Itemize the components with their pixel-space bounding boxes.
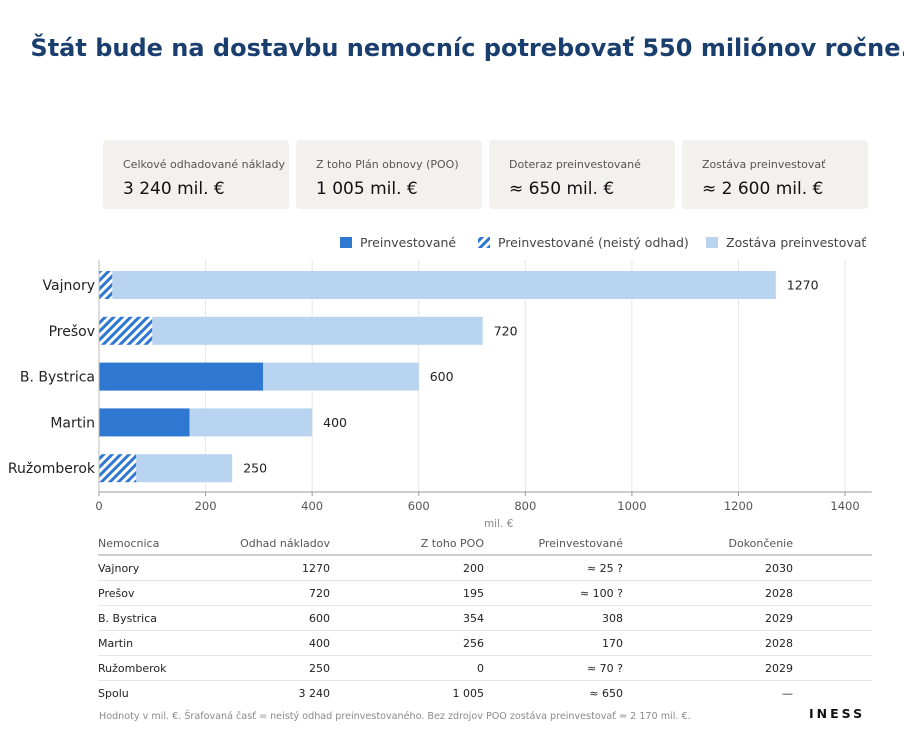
table-cell: 354	[330, 605, 484, 631]
table-cell: Spolu	[98, 680, 198, 705]
table-cell: 308	[484, 605, 623, 631]
bar-remaining	[189, 408, 313, 437]
x-tick-label: 400	[301, 499, 323, 513]
x-tick-label: 1000	[617, 499, 646, 513]
kpi-label: Z toho Plán obnovy (POO)	[316, 158, 459, 171]
table-cell: Vajnory	[98, 555, 198, 581]
kpi-value: ≈ 2 600 mil. €	[702, 179, 824, 199]
legend-swatch	[478, 237, 490, 248]
bar-remaining	[136, 454, 233, 483]
bar-invested-uncertain	[99, 454, 137, 483]
bar-invested	[99, 362, 264, 391]
hospital-table: Nemocnica Odhad nákladov Z toho POO Prei…	[98, 532, 872, 705]
value-label: 250	[243, 461, 267, 476]
category-label: Prešov	[49, 324, 95, 340]
category-label: Ružomberok	[8, 461, 96, 477]
bar-invested	[99, 408, 190, 437]
legend-label: Preinvestované (neistý odhad)	[498, 235, 689, 250]
bar-remaining	[263, 362, 419, 391]
x-axis-label: mil. €	[484, 518, 513, 530]
table-cell: 170	[484, 630, 623, 656]
iness-logo: INESS	[809, 706, 866, 721]
value-label: 1270	[787, 278, 819, 293]
table-cell: 720	[198, 580, 330, 606]
kpi-label: Doteraz preinvestované	[509, 158, 641, 171]
column-header: Preinvestované	[484, 532, 623, 556]
x-tick-label: 600	[408, 499, 430, 513]
bar-remaining	[112, 271, 776, 299]
kpi-label: Zostáva preinvestovať	[702, 158, 826, 171]
table-cell: ≈ 650	[484, 680, 623, 705]
x-axis: 0 200 400 600 800 1000 1200 1400 mil. €	[95, 260, 872, 530]
column-header: Odhad nákladov	[198, 532, 330, 556]
kpi-label: Celkové odhadované náklady	[123, 158, 285, 171]
table-cell: 2029	[623, 655, 793, 681]
x-tick-label: 1200	[724, 499, 753, 513]
bar-invested-uncertain	[99, 271, 113, 299]
table-total-row: Spolu 3 240 1 005 ≈ 650 —	[98, 680, 872, 705]
table-cell: 1 005	[330, 680, 484, 705]
table-row: Ružomberok 250 0 ≈ 70 ? 2029	[98, 655, 872, 681]
table-cell: 1270	[198, 555, 330, 581]
table-cell: —	[623, 680, 793, 705]
chart-bars: Vajnory 1270 Prešov 720 B. Bystrica 600 Martin…	[8, 271, 819, 483]
table-cell: 250	[198, 655, 330, 681]
category-label: B. Bystrica	[20, 370, 95, 386]
column-header: Nemocnica	[98, 532, 198, 556]
kpi-value: 1 005 mil. €	[316, 179, 418, 199]
kpi-card-total-cost: Celkové odhadované náklady 3 240 mil. €	[103, 140, 289, 209]
table-cell: 0	[330, 655, 484, 681]
kpi-card-poo: Z toho Plán obnovy (POO) 1 005 mil. €	[296, 140, 482, 209]
footnote: Hodnoty v mil. €. Šrafovaná časť = neist…	[99, 711, 691, 722]
kpi-value: ≈ 650 mil. €	[509, 179, 615, 199]
table-cell: B. Bystrica	[98, 605, 198, 631]
x-tick-label: 800	[514, 499, 536, 513]
table-cell: 2030	[623, 555, 793, 581]
legend-label: Zostáva preinvestovať	[726, 235, 866, 250]
kpi-value: 3 240 mil. €	[123, 179, 225, 199]
table-header-row: Nemocnica Odhad nákladov Z toho POO Prei…	[98, 532, 872, 556]
x-tick-label: 200	[195, 499, 217, 513]
table-cell: ≈ 100 ?	[484, 580, 623, 606]
table-row: B. Bystrica 600 354 308 2029	[98, 605, 872, 631]
value-label: 600	[430, 369, 454, 384]
table-cell: 2028	[623, 630, 793, 656]
column-header: Z toho POO	[330, 532, 484, 556]
category-label: Vajnory	[43, 278, 95, 294]
x-tick-label: 1400	[830, 499, 859, 513]
table-cell: 2029	[623, 605, 793, 631]
table-cell: 256	[330, 630, 484, 656]
page-title: Štát bude na dostavbu nemocníc potrebova…	[30, 34, 904, 62]
table-cell: ≈ 25 ?	[484, 555, 623, 581]
legend-label: Preinvestované	[360, 235, 456, 250]
table-cell: 600	[198, 605, 330, 631]
value-label: 720	[494, 323, 518, 338]
value-label: 400	[323, 415, 347, 430]
legend-swatch	[340, 237, 352, 248]
table-cell: ≈ 70 ?	[484, 655, 623, 681]
table-row: Vajnory 1270 200 ≈ 25 ? 2030	[98, 555, 872, 581]
bar-invested-uncertain	[99, 316, 153, 345]
kpi-card-remaining: Zostáva preinvestovať ≈ 2 600 mil. €	[682, 140, 868, 209]
table-cell: 200	[330, 555, 484, 581]
table-cell: Martin	[98, 630, 198, 656]
chart-legend: Preinvestované Preinvestované (neistý odh…	[340, 235, 866, 250]
category-label: Martin	[50, 415, 95, 431]
legend-swatch	[706, 237, 718, 248]
bar-chart: Vajnory 1270 Prešov 720 B. Bystrica 600 Martin…	[8, 235, 872, 530]
table-cell: Prešov	[98, 580, 198, 606]
table-row: Martin 400 256 170 2028	[98, 630, 872, 656]
table-cell: 400	[198, 630, 330, 656]
bar-remaining	[152, 316, 483, 345]
column-header: Dokončenie	[623, 532, 793, 556]
x-tick-label: 0	[95, 499, 102, 513]
table-cell: 195	[330, 580, 484, 606]
kpi-card-invested: Doteraz preinvestované ≈ 650 mil. €	[489, 140, 675, 209]
table-cell: 3 240	[198, 680, 330, 705]
table-cell: Ružomberok	[98, 655, 198, 681]
table-cell: 2028	[623, 580, 793, 606]
table-row: Prešov 720 195 ≈ 100 ? 2028	[98, 580, 872, 606]
